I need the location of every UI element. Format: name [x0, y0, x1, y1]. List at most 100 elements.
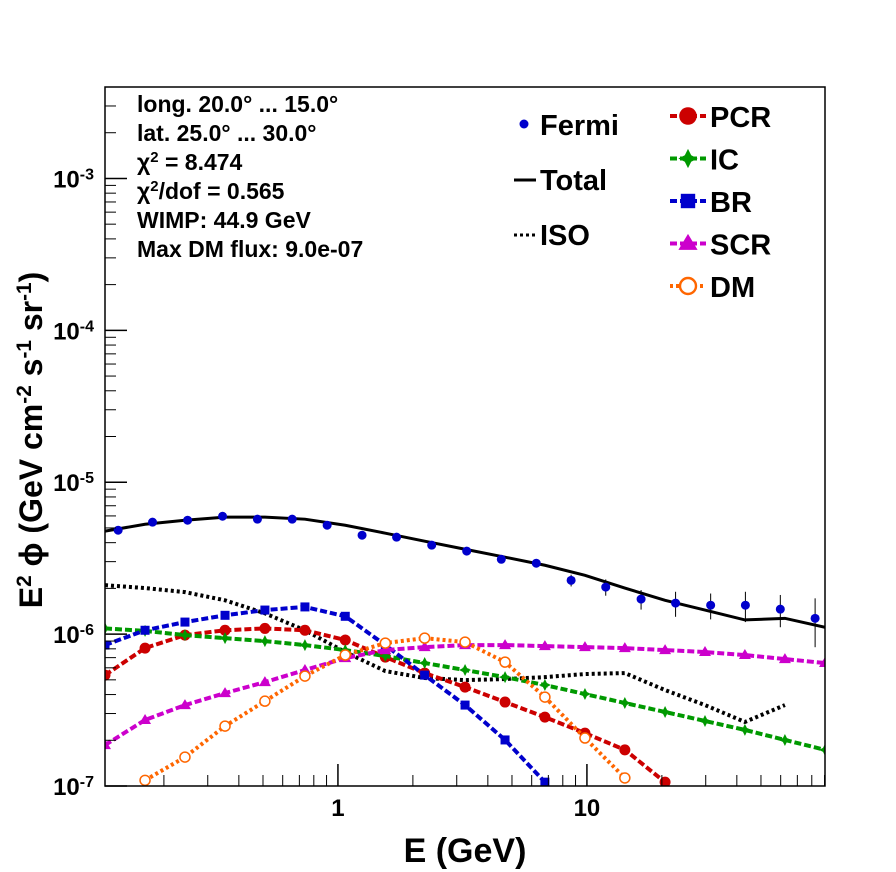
marker [139, 774, 151, 786]
marker [698, 646, 711, 657]
plot-area [105, 511, 825, 786]
marker [819, 743, 825, 756]
superscript: 2 [150, 178, 158, 195]
marker [778, 653, 791, 664]
marker [220, 610, 230, 620]
marker [578, 641, 591, 652]
marker [679, 107, 697, 125]
y-tick-label: 10-6 [53, 622, 94, 650]
marker [258, 676, 271, 687]
marker [219, 720, 231, 732]
marker [259, 622, 271, 634]
text-part: lat. 25.0° ... 30.0° [137, 120, 317, 146]
marker [618, 696, 631, 709]
marker [139, 713, 152, 724]
text-part: χ [137, 149, 151, 175]
marker [105, 669, 111, 681]
tick-exponent: -5 [80, 470, 94, 487]
tick-base: 10 [53, 774, 80, 801]
marker [299, 670, 311, 682]
marker [179, 751, 191, 763]
fermi-point [357, 530, 367, 540]
annotation: long. 20.0° ... 15.0° [137, 91, 338, 117]
marker [539, 691, 551, 703]
tick-base: 10 [53, 166, 80, 193]
marker [539, 711, 551, 723]
fermi-point [392, 532, 402, 542]
fermi-point [462, 546, 472, 556]
marker [678, 148, 698, 169]
marker [819, 657, 825, 668]
text-part: WIMP: 44.9 GeV [137, 207, 311, 233]
marker [178, 699, 191, 710]
marker [538, 640, 551, 651]
marker [105, 640, 110, 650]
superscript: 2 [150, 149, 158, 166]
fermi-point [218, 511, 228, 521]
text-part: = 8.474 [159, 149, 243, 175]
marker [538, 679, 551, 692]
marker [180, 617, 190, 627]
marker [219, 624, 231, 636]
legend-label: ISO [540, 220, 590, 252]
series-line [105, 604, 547, 784]
marker [619, 744, 631, 756]
marker [379, 637, 392, 649]
marker [459, 636, 471, 648]
fermi-point [148, 517, 158, 527]
marker [678, 233, 698, 250]
annotation: χ2/dof = 0.565 [137, 178, 285, 205]
tick-exponent: -4 [80, 318, 94, 335]
annotation: χ2 = 8.474 [137, 149, 243, 176]
legend-label: IC [710, 145, 739, 177]
marker [260, 605, 270, 615]
fermi-point [322, 520, 332, 530]
marker [418, 632, 431, 644]
marker [738, 723, 751, 736]
legend-label: SCR [710, 230, 771, 262]
legend-label: DM [710, 272, 755, 304]
marker [459, 664, 472, 677]
text-part: ϕ (GeV cm [13, 404, 49, 576]
marker [340, 611, 350, 621]
marker [579, 732, 591, 744]
fermi-point [706, 600, 716, 610]
marker [678, 276, 698, 296]
marker [258, 635, 271, 648]
marker [418, 641, 431, 652]
text-part: /dof = 0.565 [159, 178, 285, 204]
fermi-point [252, 514, 262, 524]
tick-exponent: -3 [80, 166, 94, 183]
superscript: 2 [13, 575, 36, 587]
marker [379, 644, 392, 655]
marker [178, 629, 191, 642]
marker [659, 644, 672, 655]
y-tick-label: 10-5 [53, 470, 94, 498]
marker [339, 634, 351, 646]
tick-exponent: -7 [80, 774, 94, 791]
superscript: -2 [13, 385, 36, 404]
fermi-point [496, 554, 506, 564]
annotation: Max DM flux: 9.0e-07 [137, 236, 363, 262]
series-layer [105, 511, 825, 786]
marker [105, 739, 111, 750]
fermi-point [287, 514, 297, 524]
tick-base: 10 [53, 622, 80, 649]
text-part: long. 20.0° ... 15.0° [137, 91, 338, 117]
legend-label: BR [710, 187, 752, 219]
marker [459, 681, 471, 693]
marker [105, 622, 111, 635]
marker [420, 670, 430, 680]
marker [499, 656, 511, 668]
text-part: χ [137, 178, 151, 204]
marker [659, 706, 672, 719]
marker [698, 714, 711, 727]
legend-label: Fermi [540, 110, 619, 142]
text-part: Max DM flux: 9.0e-07 [137, 236, 363, 262]
fermi-point [671, 598, 681, 608]
marker [619, 772, 631, 784]
fermi-point [601, 582, 611, 592]
marker [680, 193, 696, 209]
fermi-point [636, 594, 646, 604]
